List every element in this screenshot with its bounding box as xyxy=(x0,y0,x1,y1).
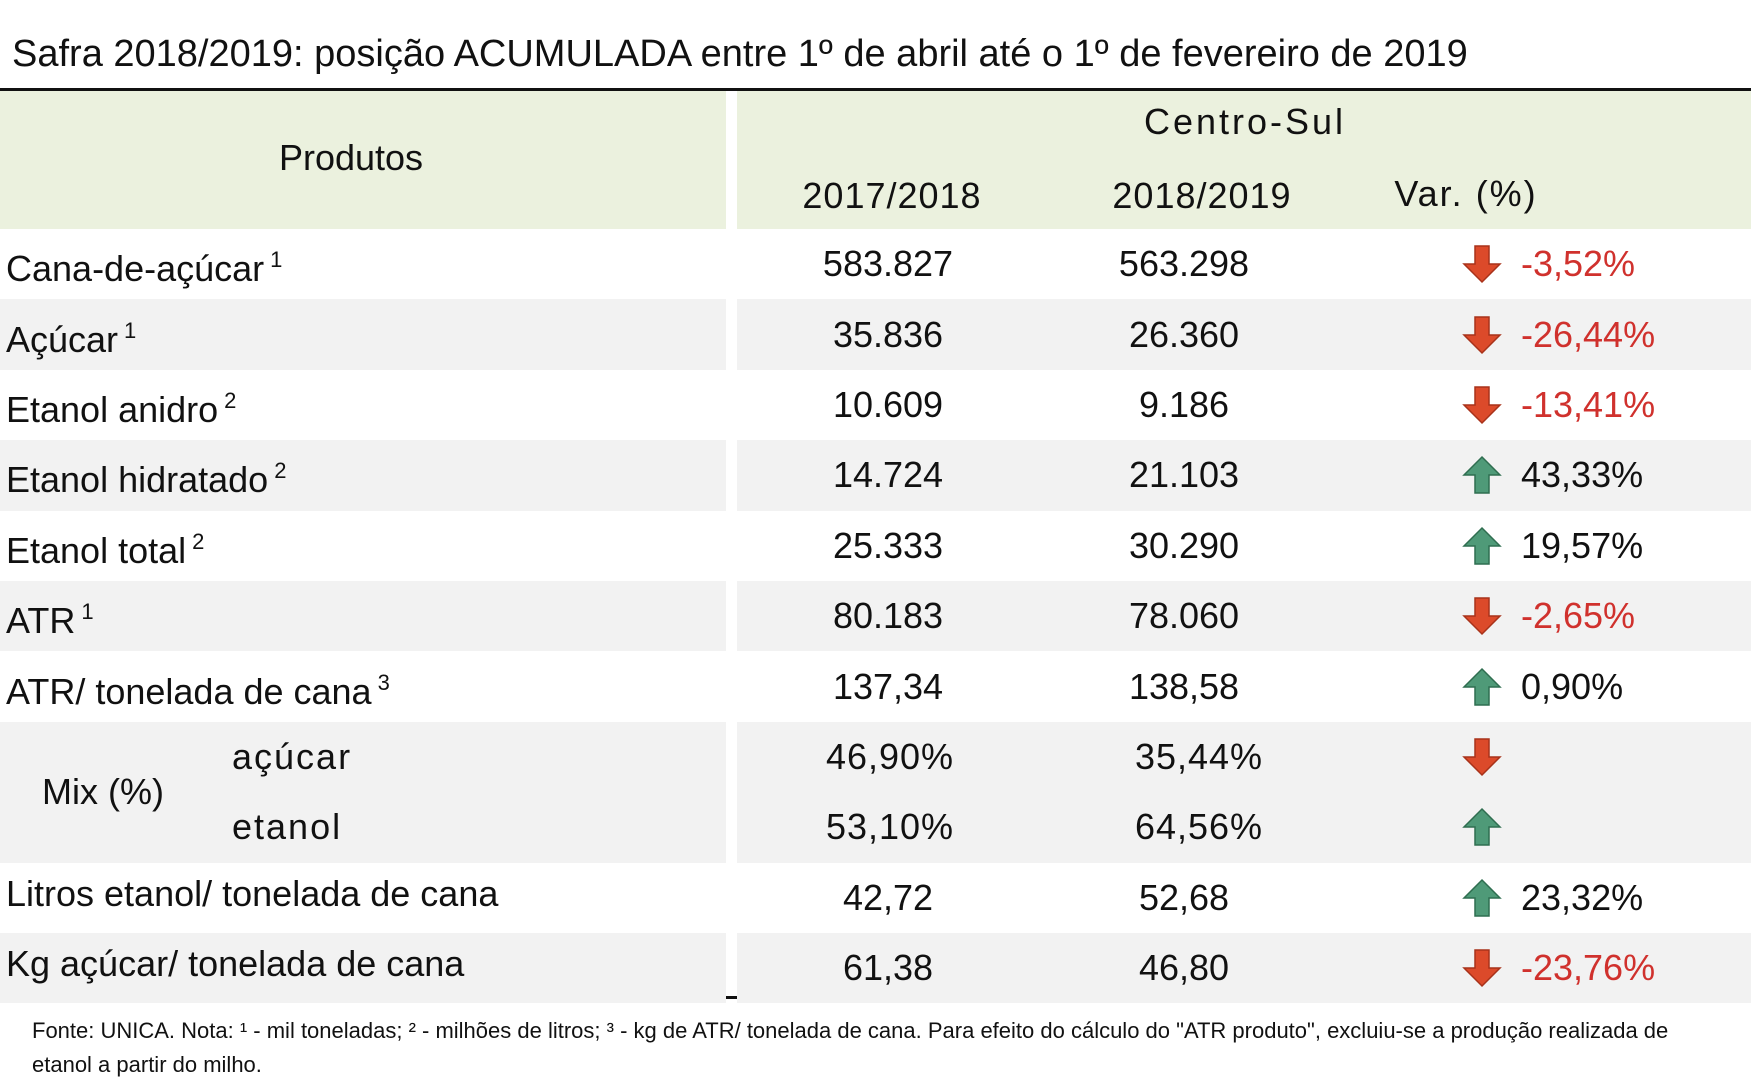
note: 2 xyxy=(274,458,287,484)
column-header: Var. (%) xyxy=(1394,173,1538,214)
note: 1 xyxy=(270,247,283,273)
value: 14.724 xyxy=(832,454,944,496)
row-label: Etanol anidro 2 xyxy=(6,388,237,430)
variation: 19,57% xyxy=(1521,524,1644,566)
variation: -23,76% xyxy=(1521,947,1656,989)
value: 61,38 xyxy=(842,947,934,989)
value: 80.183 xyxy=(832,595,944,637)
products-header: Produtos xyxy=(278,137,424,178)
value: 35,44% xyxy=(1134,736,1264,777)
row-label: ATR 1 xyxy=(6,599,94,642)
value: 25.333 xyxy=(832,524,944,566)
variation: -2,65% xyxy=(1521,595,1636,637)
row-bg xyxy=(737,299,1751,370)
variation: 43,33% xyxy=(1521,454,1644,496)
trend-arrow xyxy=(1462,386,1502,425)
note: 1 xyxy=(124,317,137,343)
group-header: Centro-Sul xyxy=(1143,101,1347,142)
note: 2 xyxy=(224,388,237,413)
footnote: Fonte: UNICA. Nota: ¹ - mil toneladas; ²… xyxy=(32,1018,1669,1077)
variation: -13,41% xyxy=(1521,384,1656,425)
row-bg xyxy=(0,440,726,511)
note: 3 xyxy=(377,669,390,695)
value: 78.060 xyxy=(1128,595,1240,637)
value: 64,56% xyxy=(1134,806,1264,848)
variation: 23,32% xyxy=(1521,876,1644,918)
trend-arrow xyxy=(1462,526,1502,565)
row-bg xyxy=(737,581,1751,652)
value: 30.290 xyxy=(1128,524,1240,566)
value: 10.609 xyxy=(832,384,944,425)
row-label: ATR/ tonelada de cana 3 xyxy=(6,669,390,712)
row-label: Cana-de-açúcar 1 xyxy=(6,247,283,290)
value: 52,68 xyxy=(1138,876,1230,918)
title: Safra 2018/2019: posição ACUMULADA entre… xyxy=(12,33,1468,75)
value: 583.827 xyxy=(822,243,954,285)
value: 35.836 xyxy=(832,313,944,355)
note: 1 xyxy=(81,599,94,625)
value: 21.103 xyxy=(1128,454,1240,496)
row-label: Açúcar 1 xyxy=(6,317,137,360)
row-bg xyxy=(737,933,1751,1004)
mix-sub-label: etanol xyxy=(232,806,343,848)
variation: 0,90% xyxy=(1521,665,1624,707)
row-label: Etanol hidratado 2 xyxy=(6,458,287,501)
column-header: 2018/2019 xyxy=(1112,175,1292,216)
trend-arrow xyxy=(1462,878,1502,917)
row-bg xyxy=(0,933,726,1004)
value: 42,72 xyxy=(842,876,934,918)
trend-arrow xyxy=(1462,245,1502,284)
value: 563.298 xyxy=(1118,243,1250,285)
row-bg xyxy=(0,581,726,652)
variation: -3,52% xyxy=(1521,243,1636,285)
row-label: Kg açúcar/ tonelada de cana xyxy=(6,943,465,985)
mix-sub-label: açúcar xyxy=(232,736,353,777)
trend-arrow xyxy=(1462,597,1502,636)
trend-arrow xyxy=(1462,808,1502,847)
value: 137,34 xyxy=(832,665,944,707)
header-bg xyxy=(737,90,1751,229)
variation: -26,44% xyxy=(1521,313,1656,355)
value: 138,58 xyxy=(1128,665,1240,707)
trend-arrow xyxy=(1462,456,1502,495)
row-label: Litros etanol/ tonelada de cana xyxy=(6,872,499,914)
trend-arrow xyxy=(1462,315,1502,354)
row-label: Etanol total 2 xyxy=(6,528,205,571)
trend-arrow xyxy=(1462,738,1502,777)
value: 46,90% xyxy=(825,736,955,777)
value: 26.360 xyxy=(1128,313,1240,355)
header-bg xyxy=(0,90,726,229)
value: 46,80 xyxy=(1138,947,1230,989)
trend-arrow xyxy=(1462,949,1502,988)
trend-arrow xyxy=(1462,667,1502,706)
value: 53,10% xyxy=(825,806,955,848)
value: 9.186 xyxy=(1138,384,1230,425)
row-bg xyxy=(0,299,726,370)
row-bg xyxy=(737,721,1751,863)
row-bg xyxy=(0,721,726,863)
mix-label: Mix (%) xyxy=(42,771,164,813)
rule xyxy=(0,88,1751,91)
column-header: 2017/2018 xyxy=(802,175,982,216)
note: 2 xyxy=(192,528,205,554)
row-bg xyxy=(737,440,1751,511)
